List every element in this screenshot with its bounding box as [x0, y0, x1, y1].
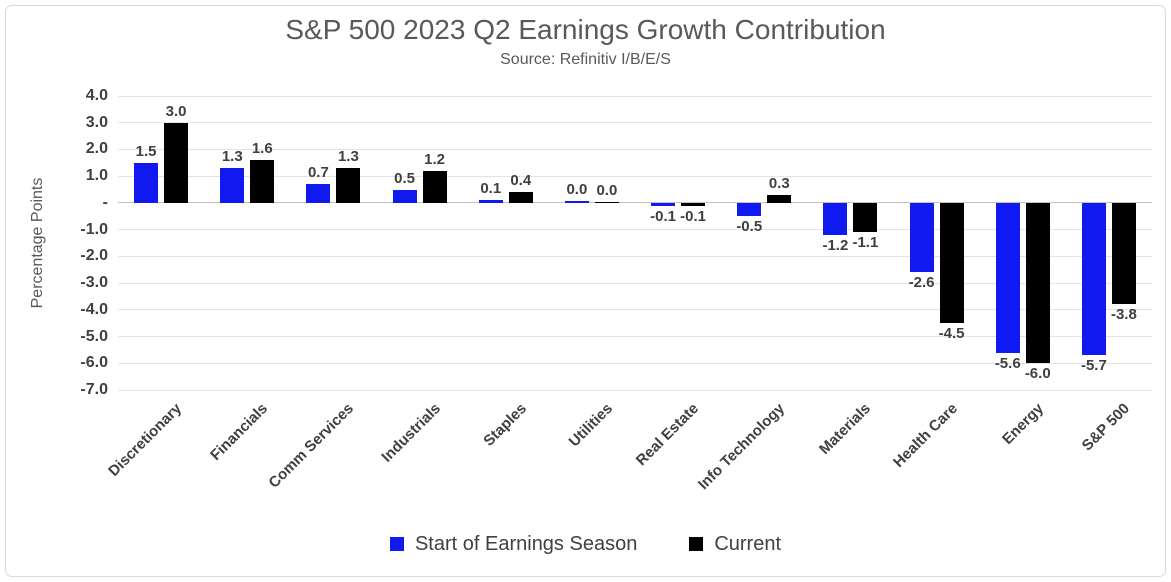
bar-current: [508, 192, 533, 203]
y-axis-tick-label: 4.0: [85, 87, 108, 104]
data-label: -1.1: [852, 234, 879, 252]
data-label: -5.7: [1080, 357, 1107, 375]
data-label: 0.7: [307, 164, 329, 182]
y-axis-tick-label: -6.0: [80, 354, 108, 372]
legend-swatch-blue: [389, 537, 404, 551]
bar-start: [306, 184, 331, 203]
gridline: [118, 175, 1152, 177]
data-label: -0.1: [680, 207, 706, 225]
bar-current: [250, 160, 275, 203]
bar-start: [737, 202, 762, 217]
gridline: [118, 362, 1152, 364]
y-axis-tick-label: 3.0: [85, 113, 108, 131]
bar-start: [823, 202, 848, 235]
bar-current: [767, 194, 792, 203]
bar-start: [995, 202, 1020, 353]
legend-swatch-black: [689, 537, 704, 551]
bar-current: [1111, 202, 1136, 305]
data-label: -6.0: [1024, 365, 1051, 383]
bar-current: [422, 170, 447, 203]
bar-start: [134, 162, 159, 203]
data-label: 3.0: [165, 102, 187, 120]
data-label: -1.2: [822, 236, 849, 254]
legend-label-current: Current: [714, 532, 782, 555]
chart-subtitle: Source: Refinitiv I/B/E/S: [500, 51, 671, 68]
gridline: [118, 122, 1152, 124]
data-label: 0.0: [596, 181, 618, 199]
bar-start: [392, 189, 417, 203]
bar-start: [564, 200, 589, 203]
y-axis-tick-label: -3.0: [80, 274, 108, 292]
bar-start: [1081, 202, 1106, 356]
y-axis-tick-label: -4.0: [80, 300, 108, 318]
legend-item-current: Current: [689, 533, 781, 556]
bar-current: [1025, 202, 1050, 364]
legend-label-start-of-earnings-season: Start of Earnings Season: [414, 532, 638, 555]
y-axis-tick-label: 2.0: [85, 140, 108, 158]
data-label: 1.3: [221, 148, 243, 166]
data-label: 0.0: [566, 180, 588, 198]
data-label: -4.5: [938, 325, 965, 343]
y-axis-tick-label: 1.0: [85, 167, 108, 185]
data-label: -5.6: [994, 354, 1021, 372]
gridline: [118, 148, 1152, 150]
data-label: 0.3: [768, 174, 790, 192]
bar-current: [336, 168, 361, 203]
y-axis-tick-label: -5.0: [80, 327, 108, 345]
gridline: [118, 95, 1152, 97]
data-label: 1.2: [424, 150, 445, 168]
data-label: 0.4: [510, 172, 532, 190]
y-axis-tick-label: -: [102, 193, 108, 211]
data-label: 0.1: [480, 180, 502, 198]
chart-title: S&P 500 2023 Q2 Earnings Growth Contribu…: [285, 14, 886, 45]
data-label: 0.5: [394, 169, 415, 187]
gridline: [118, 255, 1152, 257]
data-label: 1.5: [135, 142, 157, 160]
bar-start: [651, 202, 676, 206]
data-label: -0.5: [736, 218, 763, 236]
bar-start: [478, 200, 503, 203]
data-label: -3.8: [1110, 306, 1137, 324]
y-axis-tick-label: -1.0: [80, 220, 108, 238]
gridline: [118, 229, 1152, 231]
data-label: -0.1: [650, 207, 676, 225]
bar-current: [164, 122, 189, 203]
legend-item-start-of-earnings-season: Start of Earnings Season: [389, 532, 638, 556]
y-axis-tick-label: -2.0: [80, 247, 108, 265]
bar-start: [909, 202, 934, 273]
bar-current: [939, 202, 964, 324]
gridline: [118, 389, 1152, 391]
bar-current: [853, 202, 878, 233]
data-label: 1.3: [337, 148, 359, 166]
legend: Start of Earnings Season Current: [0, 530, 1171, 558]
bar-start: [220, 168, 245, 203]
bar-current: [681, 202, 706, 206]
data-label: -2.6: [908, 274, 935, 292]
data-label: 1.6: [251, 140, 273, 158]
bar-current: [594, 201, 619, 203]
gridline: [118, 336, 1152, 338]
gridline: [118, 282, 1152, 284]
gridline: [118, 309, 1152, 311]
y-axis-tick-label: -7.0: [80, 381, 108, 398]
zero-gridline: [118, 202, 1152, 204]
